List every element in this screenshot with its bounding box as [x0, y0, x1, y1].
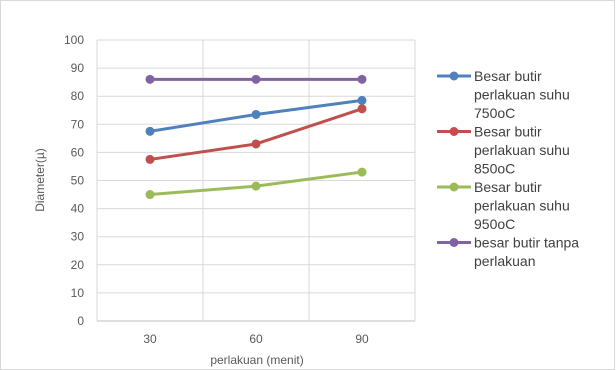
y-tick-label: 90: [71, 61, 85, 75]
gridlines: [96, 39, 416, 322]
data-point: [357, 104, 367, 114]
legend-label: perlakuan suhu: [474, 87, 570, 103]
y-axis-title: Diameter(µ): [33, 148, 47, 212]
data-point: [357, 167, 367, 177]
legend-label: 950oC: [474, 216, 515, 232]
data-point: [357, 74, 367, 84]
axis-ticks: 0 10 20 30 40 50 60 70 80 90 100 30 60 90: [64, 33, 369, 346]
x-tick-label: 90: [355, 332, 369, 346]
data-point: [251, 181, 261, 191]
legend-label: besar butir tanpa: [474, 235, 579, 251]
legend-swatch-marker: [449, 71, 459, 81]
series-2: [145, 104, 367, 164]
legend-swatch-marker: [449, 182, 459, 192]
y-tick-label: 80: [71, 89, 85, 103]
series-4: [145, 74, 367, 84]
legend-swatch-marker: [449, 127, 459, 136]
y-tick-label: 30: [71, 230, 85, 244]
legend-label: Besar butir: [474, 179, 542, 195]
legend-item-2: Besar butir perlakuan suhu 850oC: [437, 124, 570, 177]
legend-label: Besar butir: [474, 124, 542, 140]
legend-item-3: Besar butir perlakuan suhu 950oC: [437, 179, 570, 232]
data-point: [251, 74, 261, 84]
legend-label: perlakuan suhu: [474, 142, 570, 158]
legend-label: 850oC: [474, 161, 515, 177]
y-tick-label: 60: [71, 145, 85, 159]
y-tick-label: 70: [71, 117, 85, 131]
data-point: [145, 190, 155, 200]
legend-label: perlakuan suhu: [474, 198, 570, 214]
legend-item-1: Besar butir perlakuan suhu 750oC: [437, 68, 570, 121]
legend-label: Besar butir: [474, 68, 542, 84]
data-point: [145, 154, 155, 164]
y-tick-label: 50: [71, 174, 85, 188]
y-tick-label: 100: [64, 33, 84, 47]
legend-swatch-marker: [449, 238, 459, 247]
y-tick-label: 10: [71, 286, 85, 300]
series-3: [145, 167, 367, 200]
data-point: [357, 95, 367, 105]
y-tick-label: 40: [71, 202, 85, 216]
x-tick-label: 30: [143, 332, 157, 346]
y-tick-label: 0: [77, 314, 84, 328]
series-1: [145, 95, 367, 136]
x-tick-label: 60: [249, 332, 263, 346]
legend-label: perlakuan: [474, 253, 536, 269]
data-point: [251, 139, 261, 149]
legend-label: 750oC: [474, 105, 515, 121]
data-point: [145, 74, 155, 84]
legend-item-4: besar butir tanpa perlakuan: [437, 235, 579, 269]
x-axis-title: perlakuan (menit): [210, 353, 303, 367]
y-tick-label: 20: [71, 258, 85, 272]
data-point: [251, 109, 261, 119]
data-point: [145, 126, 155, 136]
series-lines: [145, 74, 367, 200]
